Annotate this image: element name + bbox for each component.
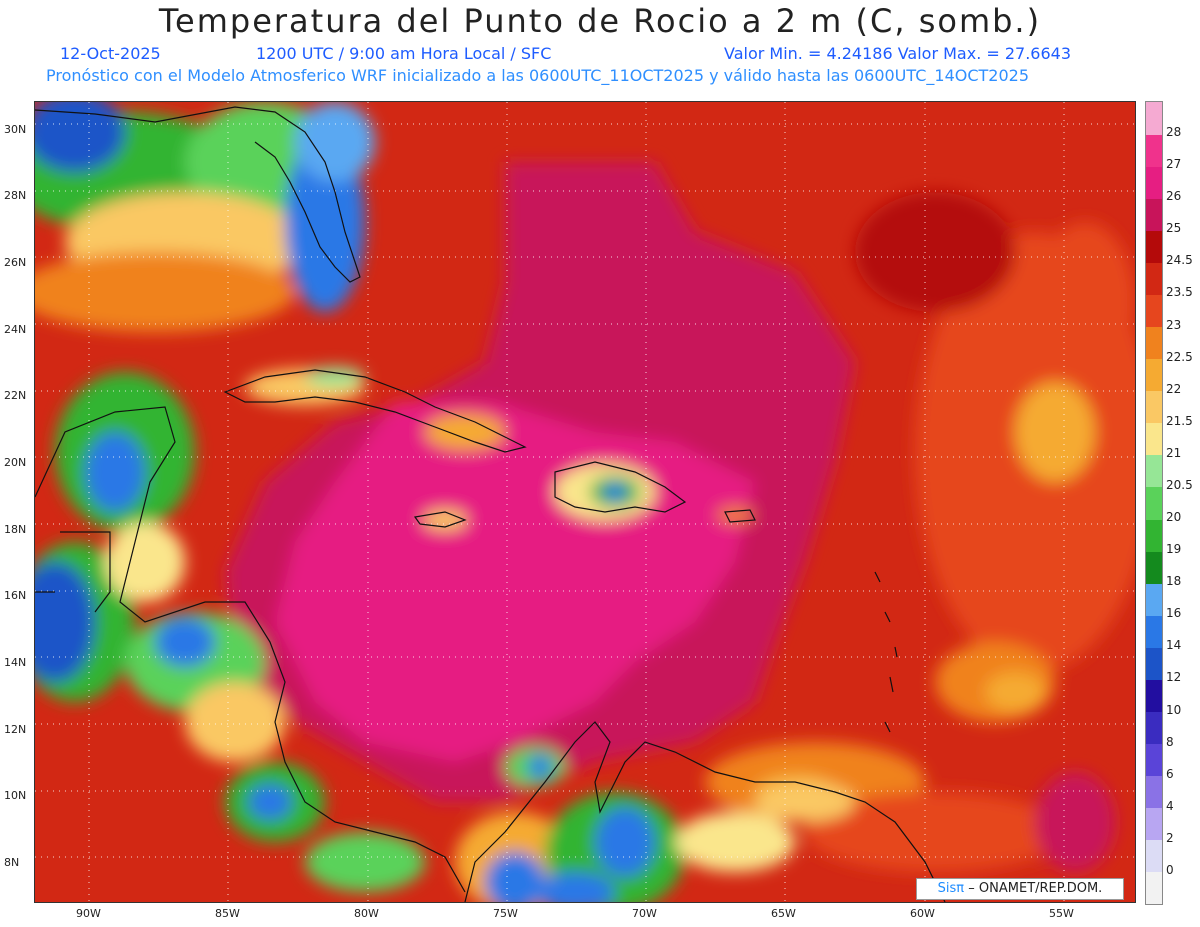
colorbar-label: 20 bbox=[1166, 510, 1182, 525]
lat-tick: 26N bbox=[4, 256, 27, 269]
lon-tick: 85W bbox=[215, 907, 240, 920]
graticule bbox=[35, 102, 1135, 902]
colorbar-segment bbox=[1146, 839, 1162, 873]
credit-text: ONAMET/REP.DOM. bbox=[978, 881, 1103, 896]
colorbar-label: 2 bbox=[1166, 830, 1174, 845]
colorbar-label: 12 bbox=[1166, 670, 1182, 685]
colorbar-label: 20.5 bbox=[1166, 477, 1193, 492]
colorbar-label: 0 bbox=[1166, 862, 1174, 877]
colorbar-label: 21.5 bbox=[1166, 413, 1193, 428]
colorbar-label: 25 bbox=[1166, 221, 1182, 236]
lat-tick: 24N bbox=[4, 323, 27, 336]
colorbar-label: 22.5 bbox=[1166, 349, 1193, 364]
colorbar-segment bbox=[1146, 358, 1162, 392]
lon-tick: 80W bbox=[354, 907, 379, 920]
colorbar-label: 22 bbox=[1166, 381, 1182, 396]
lon-tick: 55W bbox=[1049, 907, 1074, 920]
colorbar-segment bbox=[1146, 198, 1162, 231]
lat-tick: 20N bbox=[4, 456, 27, 469]
credit-dash: – bbox=[968, 881, 979, 896]
forecast-date: 12-Oct-2025 bbox=[60, 44, 161, 63]
colorbar-segment bbox=[1146, 615, 1162, 648]
lat-tick: 12N bbox=[4, 723, 27, 736]
colorbar-segment bbox=[1146, 102, 1162, 135]
colorbar-label: 19 bbox=[1166, 542, 1182, 557]
colorbar-segment bbox=[1146, 230, 1162, 263]
colorbar-label: 23.5 bbox=[1166, 285, 1193, 300]
lat-tick: 10N bbox=[4, 789, 27, 802]
colorbar-label: 6 bbox=[1166, 766, 1174, 781]
lon-tick: 90W bbox=[76, 907, 101, 920]
credit-box: Sisπ – ONAMET/REP.DOM. bbox=[916, 878, 1124, 900]
lat-tick: 8N bbox=[4, 856, 20, 869]
colorbar-segment bbox=[1146, 871, 1162, 905]
colorbar-segment bbox=[1146, 390, 1162, 424]
lon-tick: 70W bbox=[632, 907, 657, 920]
colorbar-segment bbox=[1146, 551, 1162, 584]
lat-tick: 28N bbox=[4, 189, 27, 202]
colorbar-label: 16 bbox=[1166, 606, 1182, 621]
value-min-max: Valor Min. = 4.24186 Valor Max. = 27.664… bbox=[724, 44, 1072, 63]
colorbar bbox=[1145, 101, 1163, 905]
colorbar-label: 24.5 bbox=[1166, 253, 1193, 268]
lon-tick: 65W bbox=[771, 907, 796, 920]
colorbar-segment bbox=[1146, 711, 1162, 745]
colorbar-label: 26 bbox=[1166, 189, 1182, 204]
colorbar-label: 28 bbox=[1166, 125, 1182, 140]
colorbar-segment bbox=[1146, 486, 1162, 520]
lon-tick: 60W bbox=[910, 907, 935, 920]
colorbar-label: 10 bbox=[1166, 702, 1182, 717]
colorbar-segment bbox=[1146, 519, 1162, 552]
lat-tick: 22N bbox=[4, 389, 27, 402]
colorbar-label: 4 bbox=[1166, 798, 1174, 813]
colorbar-segment bbox=[1146, 262, 1162, 295]
colorbar-segment bbox=[1146, 679, 1162, 713]
colorbar-segment bbox=[1146, 775, 1162, 809]
lat-tick: 30N bbox=[4, 123, 27, 136]
colorbar-segment bbox=[1146, 454, 1162, 488]
colorbar-label: 14 bbox=[1166, 638, 1182, 653]
colorbar-segment bbox=[1146, 647, 1162, 680]
lon-tick: 75W bbox=[493, 907, 518, 920]
sispi-logo: Sisπ bbox=[937, 881, 965, 896]
colorbar-segment bbox=[1146, 807, 1162, 841]
model-info: Pronóstico con el Modelo Atmosferico WRF… bbox=[46, 66, 1030, 85]
colorbar-segment bbox=[1146, 166, 1162, 199]
colorbar-label: 27 bbox=[1166, 157, 1182, 172]
dewpoint-map bbox=[34, 101, 1136, 903]
colorbar-segment bbox=[1146, 134, 1162, 167]
colorbar-segment bbox=[1146, 743, 1162, 777]
coastlines bbox=[35, 106, 946, 902]
colorbar-label: 21 bbox=[1166, 445, 1182, 460]
colorbar-label: 8 bbox=[1166, 734, 1174, 749]
colorbar-segment bbox=[1146, 326, 1162, 360]
dewpoint-field bbox=[35, 102, 1135, 902]
forecast-time: 1200 UTC / 9:00 am Hora Local / SFC bbox=[256, 44, 552, 63]
colorbar-label: 23 bbox=[1166, 317, 1182, 332]
map-title: Temperatura del Punto de Rocio a 2 m (C,… bbox=[158, 2, 1042, 40]
map-canvas bbox=[35, 102, 1135, 902]
colorbar-segment bbox=[1146, 583, 1162, 616]
lat-tick: 18N bbox=[4, 523, 27, 536]
colorbar-label: 18 bbox=[1166, 574, 1182, 589]
colorbar-segment bbox=[1146, 294, 1162, 328]
lat-tick: 16N bbox=[4, 589, 27, 602]
lat-tick: 14N bbox=[4, 656, 27, 669]
colorbar-segment bbox=[1146, 422, 1162, 456]
